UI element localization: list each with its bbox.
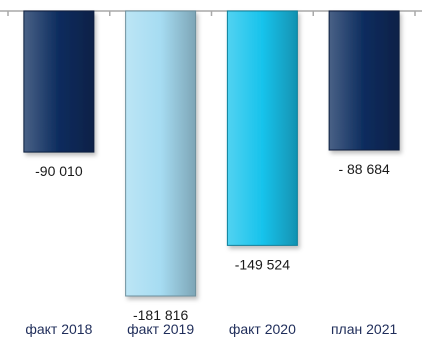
- data-label-3: -149 524: [235, 256, 290, 272]
- bar-3: [226, 10, 298, 246]
- bar-2: [125, 10, 197, 297]
- category-label-1: факт 2018: [25, 321, 92, 337]
- data-label-1: -90 010: [35, 163, 83, 179]
- data-label-2: -181 816: [133, 307, 188, 323]
- category-label-4: план 2021: [331, 321, 398, 337]
- bar-4: [328, 10, 400, 151]
- bars-group: [23, 10, 400, 297]
- axis-ticks: [7, 11, 416, 16]
- category-label-2: факт 2019: [127, 321, 194, 337]
- data-label-4: - 88 684: [338, 161, 390, 177]
- bar-1: [23, 10, 95, 153]
- category-labels-group: факт 2018 факт 2019 факт 2020 план 2021: [25, 321, 397, 337]
- category-label-3: факт 2020: [229, 321, 296, 337]
- data-labels-group: -90 010 -181 816 -149 524 - 88 684: [35, 161, 390, 323]
